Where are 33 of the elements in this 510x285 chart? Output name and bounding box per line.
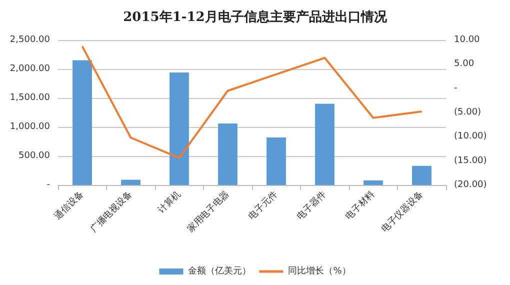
y2-tick-label: 10.00 [454, 35, 480, 45]
bar [121, 180, 140, 185]
bar [412, 166, 432, 185]
y2-tick-label: - [454, 83, 458, 94]
bar [218, 124, 238, 185]
y-tick-label: 500.00 [18, 151, 50, 161]
y2-tick-label: 5.00 [454, 59, 474, 70]
y2-tick-label: (10.00) [454, 132, 487, 142]
bar [266, 137, 286, 185]
x-tick-label: 广播电视设备 [88, 188, 134, 235]
x-tick-label: 家用电子电器 [185, 188, 232, 235]
x-tick-label: 计算机 [156, 188, 183, 216]
bar [364, 180, 383, 185]
y2-tick-label: (5.00) [454, 108, 482, 118]
bar [170, 72, 189, 185]
legend-label: 金额（亿美元） [188, 266, 252, 276]
x-tick-label: 通信设备 [52, 188, 86, 222]
y-tick-label: 1,000.00 [10, 122, 50, 132]
y-tick-label: 2,000.00 [10, 64, 50, 74]
x-tick-label: 电子仪器设备 [379, 188, 426, 235]
x-tick-label: 电子器件 [295, 188, 328, 222]
y-tick-label: - [46, 180, 50, 190]
line-series [81, 45, 423, 159]
bar [72, 60, 92, 185]
y2-tick-label: (20.00) [454, 180, 487, 190]
y-tick-label: 2,500.00 [10, 35, 50, 45]
x-tick-label: 电子元件 [246, 188, 280, 222]
legend-label: 同比增长（%） [288, 266, 351, 276]
y-tick-label: 1,500.00 [10, 93, 50, 103]
chart-title: 2015年1-12月电子信息主要产品进出口情况 [123, 9, 388, 25]
y2-tick-label: (15.00) [454, 156, 487, 166]
bar [315, 104, 334, 185]
x-tick-label: 电子材料 [344, 188, 377, 222]
